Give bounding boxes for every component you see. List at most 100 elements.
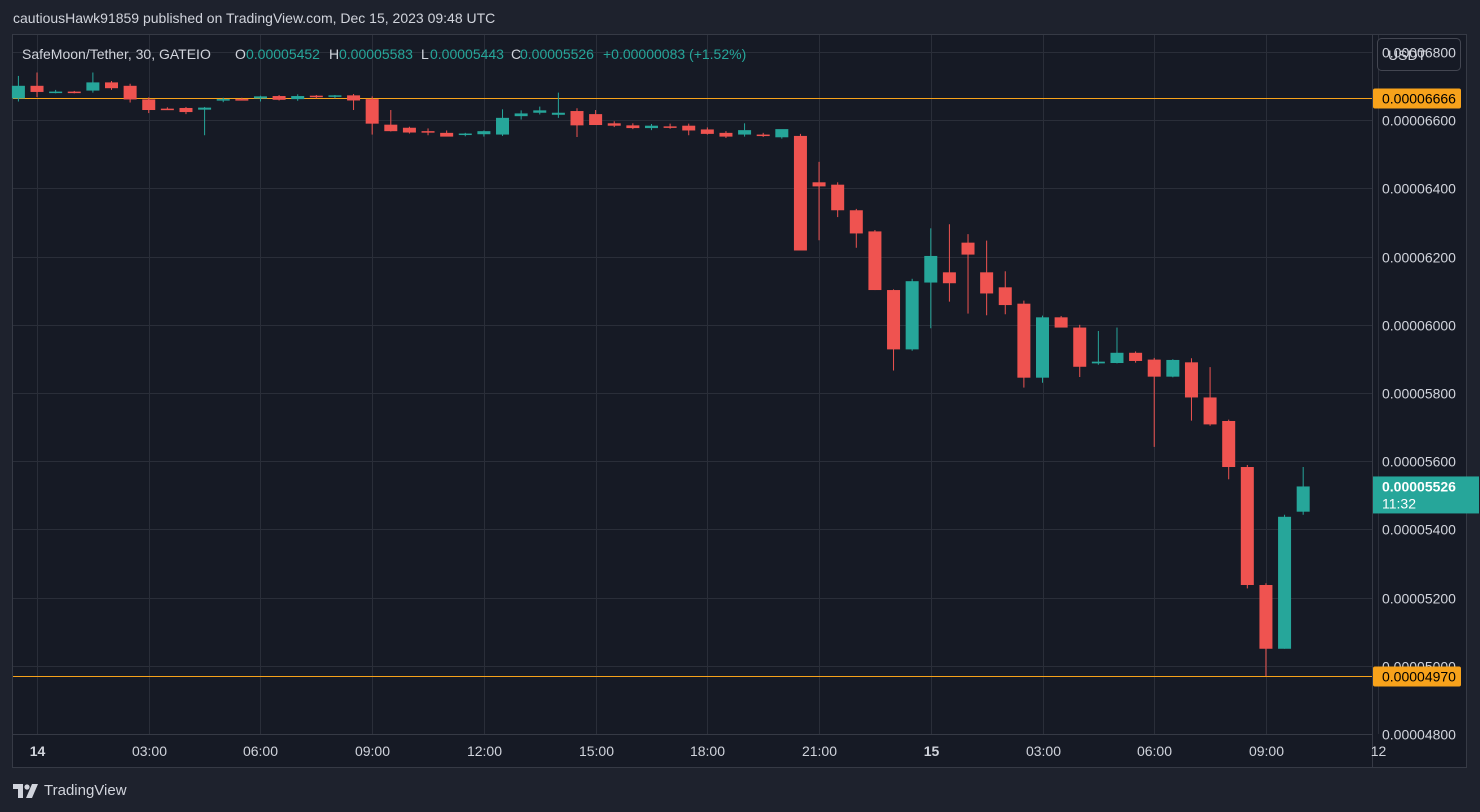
candle-body <box>924 255 938 283</box>
candle-down[interactable] <box>980 240 994 316</box>
currency-button[interactable]: USDT <box>1377 38 1461 71</box>
level-price-label: 0.00004970 <box>1382 669 1456 685</box>
candle-body <box>1240 467 1254 585</box>
candle-up[interactable] <box>1278 514 1292 649</box>
candle-down[interactable] <box>607 121 621 128</box>
candle-down[interactable] <box>812 161 826 241</box>
candle-down[interactable] <box>1129 351 1143 363</box>
candle-body <box>998 287 1012 306</box>
candle-down[interactable] <box>347 93 361 111</box>
candle-up[interactable] <box>1296 467 1310 515</box>
candle-up[interactable] <box>514 110 528 120</box>
candle-body <box>1036 317 1049 378</box>
candle-down[interactable] <box>272 95 286 101</box>
candle-up[interactable] <box>738 123 752 137</box>
candle-down[interactable] <box>682 123 696 136</box>
candle-down[interactable] <box>1147 357 1161 447</box>
candle-down[interactable] <box>831 182 845 218</box>
candle-down[interactable] <box>365 96 379 135</box>
candle-down[interactable] <box>1240 464 1254 589</box>
candle-body <box>644 125 658 129</box>
candle-up[interactable] <box>458 132 472 137</box>
chart-panel[interactable] <box>12 34 1467 768</box>
candle-body <box>402 127 416 133</box>
candle-down[interactable] <box>1017 300 1031 388</box>
candle-down[interactable] <box>1073 324 1087 377</box>
candle-down[interactable] <box>1184 358 1198 421</box>
candle-down[interactable] <box>421 128 435 136</box>
candle-up[interactable] <box>86 72 100 93</box>
candle-down[interactable] <box>142 97 156 114</box>
candle-body <box>67 91 81 94</box>
candle-up[interactable] <box>216 97 230 103</box>
candle-down[interactable] <box>30 72 44 98</box>
currency-button-label: USDT <box>1388 47 1427 63</box>
price-axis-label: 0.00005200 <box>1382 591 1456 607</box>
candle-down[interactable] <box>123 83 137 103</box>
candle-down[interactable] <box>700 127 714 135</box>
candle-up[interactable] <box>328 95 342 99</box>
tradingview-logo-icon <box>13 783 38 798</box>
tradingview-logo[interactable]: TradingView <box>13 782 127 799</box>
candle-down[interactable] <box>440 130 454 137</box>
candle-body <box>514 113 528 117</box>
candle-down[interactable] <box>179 106 193 115</box>
candle-body <box>384 124 398 132</box>
candle-down[interactable] <box>793 133 807 251</box>
candle-down[interactable] <box>384 110 398 132</box>
candle-down[interactable] <box>961 234 975 314</box>
price-axis-label: 0.00006000 <box>1382 318 1456 334</box>
price-axis-label: 0.00006200 <box>1382 250 1456 266</box>
candle-down[interactable] <box>626 123 640 130</box>
candle-up[interactable] <box>775 129 789 139</box>
candle-down[interactable] <box>1222 419 1236 480</box>
candle-up[interactable] <box>905 278 919 351</box>
candle-down[interactable] <box>160 107 174 111</box>
candle-down[interactable] <box>1054 315 1068 328</box>
candle-down[interactable] <box>849 208 863 248</box>
candle-body <box>551 112 565 115</box>
candle-down[interactable] <box>887 289 901 371</box>
candle-up[interactable] <box>1091 330 1105 365</box>
candle-up[interactable] <box>533 106 547 115</box>
candle-body <box>477 131 491 135</box>
candle-up[interactable] <box>477 130 491 137</box>
candle-up[interactable] <box>1166 359 1180 378</box>
candle-down[interactable] <box>1203 367 1217 426</box>
candle-up[interactable] <box>11 75 25 102</box>
candle-body <box>1073 327 1087 367</box>
candle-down[interactable] <box>756 132 770 137</box>
candle-up[interactable] <box>644 123 658 131</box>
candle-up[interactable] <box>924 228 938 329</box>
candle-body <box>105 82 118 89</box>
candle-up[interactable] <box>253 95 267 102</box>
candle-down[interactable] <box>105 81 118 90</box>
candle-up[interactable] <box>496 109 510 136</box>
candle-body <box>1110 352 1124 364</box>
candle-up[interactable] <box>198 106 212 136</box>
candle-down[interactable] <box>402 126 416 134</box>
price-axis-label: 0.00004800 <box>1382 727 1456 743</box>
candle-down[interactable] <box>235 97 249 101</box>
candle-down[interactable] <box>309 95 323 99</box>
candle-body <box>589 114 603 126</box>
candle-down[interactable] <box>719 131 733 138</box>
candle-body <box>849 210 863 234</box>
candle-down[interactable] <box>942 224 956 302</box>
candle-up[interactable] <box>1036 315 1049 383</box>
candle-down[interactable] <box>589 110 603 126</box>
candle-up[interactable] <box>551 92 565 118</box>
time-axis-label: 09:00 <box>1249 743 1284 759</box>
candle-up[interactable] <box>1110 327 1124 364</box>
candle-body <box>272 96 286 100</box>
candle-down[interactable] <box>67 90 81 94</box>
candle-up[interactable] <box>49 89 63 94</box>
candle-down[interactable] <box>663 123 677 129</box>
candle-down[interactable] <box>570 108 584 137</box>
candle-down[interactable] <box>868 230 882 291</box>
candle-down[interactable] <box>998 271 1012 315</box>
candle-up[interactable] <box>291 94 305 101</box>
candle-body <box>1222 420 1236 468</box>
candle-down[interactable] <box>1259 583 1273 677</box>
